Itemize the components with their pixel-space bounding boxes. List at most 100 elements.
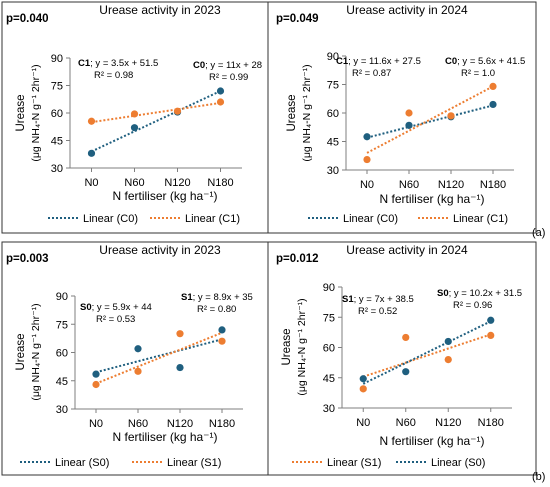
equation-s0: S0; y = 10.2x + 31.5 xyxy=(437,288,522,299)
y-tick-label: 75 xyxy=(56,319,68,331)
trendline-s1 xyxy=(362,333,492,378)
x-axis-label: N fertiliser (kg ha⁻¹) xyxy=(112,189,217,203)
y-tick-label: 75 xyxy=(323,312,335,324)
x-axis-label: N fertiliser (kg ha⁻¹) xyxy=(379,434,484,448)
p-value-label: p=0.012 xyxy=(276,253,319,265)
legend-label-c1: Linear (C1) xyxy=(185,213,240,225)
y-axis-label: Urease (μg NH₄-N g⁻¹ 2hr⁻¹) xyxy=(15,64,42,161)
chart-title: Urease activity in 2024 xyxy=(346,243,468,257)
data-point-c1 xyxy=(130,110,139,118)
x-tick-label: N180 xyxy=(207,177,233,189)
data-point-c1 xyxy=(363,155,371,164)
p-value-label: p=0.049 xyxy=(276,13,319,25)
y-axis-label-line2: (μg NH₄-N g⁻¹ 2hr⁻¹) xyxy=(30,303,42,400)
chart-panel-1: Urease activity in 2023 p=0.040 30 45 60 75 90… xyxy=(6,3,262,225)
x-tick-label: N120 xyxy=(435,417,461,429)
y-tick-label: 30 xyxy=(51,163,63,175)
y-tick-label: 45 xyxy=(323,373,335,385)
data-point-s1 xyxy=(402,333,410,342)
panel-label: (b) xyxy=(532,471,545,483)
equation-text: ; y = 8.9x + 35 xyxy=(193,292,253,303)
x-tick-label: N0 xyxy=(360,179,374,191)
x-tick-label: N180 xyxy=(209,418,235,430)
equation-series-name: S1 xyxy=(181,292,193,303)
x-tick-label: N60 xyxy=(124,177,144,189)
x-axis-label: N fertiliser (kg ha⁻¹) xyxy=(379,192,484,206)
x-tick-label: N0 xyxy=(84,177,98,189)
y-axis-label-line1: Urease xyxy=(281,328,293,365)
chart-title: Urease activity in 2024 xyxy=(346,3,468,17)
chart-panel-4: Urease activity in 2024 p=0.012 30 45 60 75 90… xyxy=(276,243,545,483)
equation-c0: C0; y = 11x + 28 xyxy=(193,60,262,71)
trendline-c1 xyxy=(366,85,494,154)
y-tick-label: 90 xyxy=(323,282,335,294)
equation-series-name: S0 xyxy=(437,288,449,299)
legend-label-s0: Linear (S0) xyxy=(431,457,485,469)
y-tick-label: 90 xyxy=(327,51,339,63)
data-point-s0 xyxy=(444,337,452,346)
y-tick-label: 90 xyxy=(51,53,63,65)
trendline-c0 xyxy=(91,90,221,153)
equation-s1: S1; y = 7x + 38.5 xyxy=(342,294,414,305)
data-point-c1 xyxy=(173,107,182,115)
y-axis-label-line2: (μg NH₄-N g⁻¹ 2hr⁻¹) xyxy=(30,64,42,161)
equation-text: ; y = 11.6x + 27.5 xyxy=(348,56,421,67)
frame-top-right xyxy=(267,1,537,234)
legend-label-s0: Linear (S0) xyxy=(55,457,109,469)
equation-series-name: C0 xyxy=(445,56,457,67)
equation-text: ; y = 11x + 28 xyxy=(205,60,262,71)
x-tick-label: N0 xyxy=(89,418,103,430)
equation-series-name: S1 xyxy=(342,294,354,305)
y-tick-label: 60 xyxy=(327,108,339,120)
y-tick-label: 60 xyxy=(56,348,68,360)
r-squared-s1: R² = 0.80 xyxy=(197,304,236,315)
y-axis-label-line1: Urease xyxy=(15,333,27,370)
trendline-s0 xyxy=(362,320,492,385)
equation-text: ; y = 10.2x + 31.5 xyxy=(449,288,522,299)
x-axis-label: N fertiliser (kg ha⁻¹) xyxy=(112,430,217,444)
y-axis-label-line2: (μg NH₄-N g⁻¹ 2hr⁻¹) xyxy=(301,64,313,161)
y-tick-label: 45 xyxy=(327,137,339,149)
data-point-s1 xyxy=(176,330,184,338)
x-tick-label: N60 xyxy=(128,418,148,430)
data-point-c0 xyxy=(130,124,139,132)
data-point-s0 xyxy=(487,316,495,324)
chart-title: Urease activity in 2023 xyxy=(99,243,221,257)
legend-label-c0: Linear (C0) xyxy=(83,213,138,225)
y-axis-label: Urease (μg NH₄-N g⁻¹ 2hr⁻¹) xyxy=(281,298,308,395)
trendline-c1 xyxy=(91,101,221,124)
legend-label-c0: Linear (C0) xyxy=(343,213,398,225)
y-tick-label: 45 xyxy=(51,136,63,148)
data-point-c0 xyxy=(489,100,497,109)
data-point-s1 xyxy=(218,337,226,345)
y-tick-label: 75 xyxy=(51,81,63,93)
data-point-c0 xyxy=(216,87,225,95)
equation-text: ; y = 7x + 38.5 xyxy=(354,294,414,305)
data-point-s1 xyxy=(134,367,142,375)
p-value-label: p=0.040 xyxy=(6,13,49,25)
data-point-c0 xyxy=(405,121,413,129)
data-point-s1 xyxy=(444,356,452,364)
equation-c0: C0; y = 5.6x + 41.5 xyxy=(445,56,525,67)
legend-label-s1: Linear (S1) xyxy=(327,457,381,469)
equation-series-name: S0 xyxy=(80,302,92,313)
legend-label-s1: Linear (S1) xyxy=(167,457,221,469)
frame-bottom-right xyxy=(267,241,537,476)
equation-series-name: C0 xyxy=(193,60,205,71)
equation-s0: S0; y = 5.9x + 44 xyxy=(80,302,152,313)
chart-title: Urease activity in 2023 xyxy=(99,3,221,17)
r-squared-c0: R² = 0.99 xyxy=(209,72,248,83)
trendline-s0 xyxy=(95,338,223,374)
data-point-c1 xyxy=(405,109,413,117)
chart-panel-2: Urease activity in 2024 p=0.049 30 45 60 75 90… xyxy=(276,3,545,239)
data-point-c1 xyxy=(216,98,225,106)
x-tick-label: N180 xyxy=(480,179,506,191)
data-point-c0 xyxy=(363,133,371,141)
equation-s1: S1; y = 8.9x + 35 xyxy=(181,292,253,303)
data-point-s1 xyxy=(92,380,100,389)
y-tick-label: 45 xyxy=(56,376,68,388)
equation-series-name: C1 xyxy=(78,58,91,69)
x-tick-label: N120 xyxy=(438,179,464,191)
equation-c1: C1; y = 11.6x + 27.5 xyxy=(336,56,421,67)
panel-label: (a) xyxy=(532,227,545,239)
